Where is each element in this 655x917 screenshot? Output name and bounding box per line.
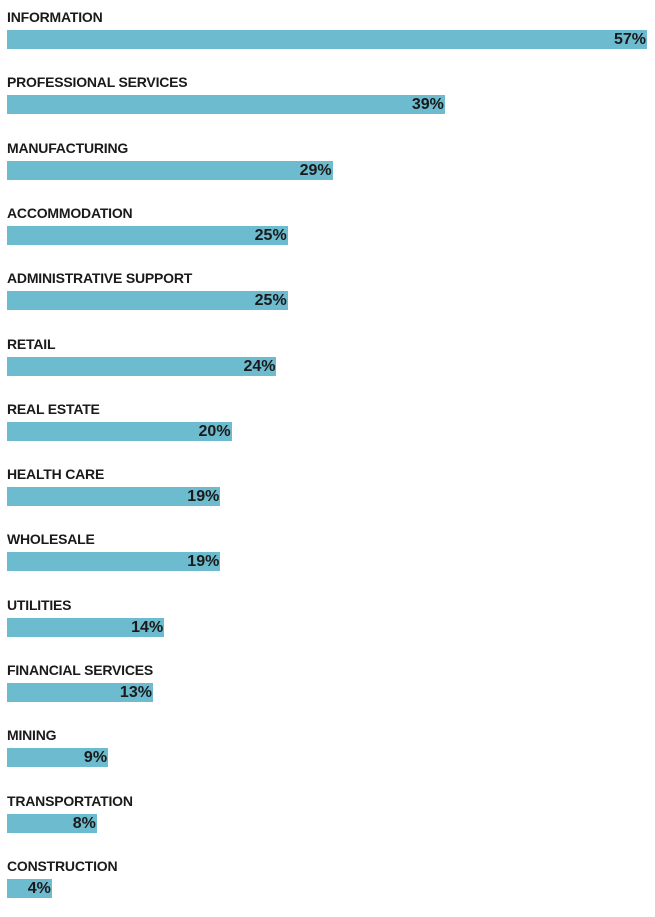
bar: 14% [7,617,165,637]
value-label: 57% [613,31,646,48]
category-label: HEALTH CARE [7,466,105,483]
category-label: REAL ESTATE [7,400,100,417]
category-label: PROFESSIONAL SERVICES [7,74,188,91]
bar: 20% [7,421,232,441]
value-label: 20% [198,422,231,440]
bar: 25% [7,225,288,245]
category-label: ADMINISTRATIVE SUPPORT [7,270,193,287]
value-label: 19% [187,488,220,506]
value-label: 29% [299,161,332,179]
category-label: RETAIL [7,335,56,352]
category-label: FINANCIAL SERVICES [7,662,154,678]
category-label: MINING [7,727,57,744]
value-label: 4% [27,879,51,897]
category-label: CONSTRUCTION [7,857,118,874]
bar: 13% [7,683,153,702]
bar: 4% [7,878,52,898]
value-label: 24% [243,357,276,375]
value-label: 25% [254,292,287,310]
bar: 24% [7,356,277,376]
bar: 8% [7,813,97,833]
category-label: INFORMATION [7,9,103,25]
bar: 29% [7,160,333,180]
bar: 9% [7,748,109,768]
value-label: 19% [187,553,220,571]
category-label: ACCOMMODATION [7,204,133,221]
bar: 19% [7,552,221,572]
value-label: 14% [131,618,164,636]
category-label: MANUFACTURING [7,139,129,156]
category-label: UTILITIES [7,596,72,613]
value-label: 13% [119,684,152,701]
bar: 19% [7,487,221,507]
value-label: 8% [72,814,96,832]
bar: 57% [7,30,647,49]
category-label: WHOLESALE [7,531,95,548]
value-label: 25% [254,226,287,244]
bar: 39% [7,95,445,115]
value-label: 9% [83,749,108,767]
value-label: 39% [411,96,444,114]
bar: 25% [7,291,288,311]
category-label: TRANSPORTATION [7,792,133,809]
